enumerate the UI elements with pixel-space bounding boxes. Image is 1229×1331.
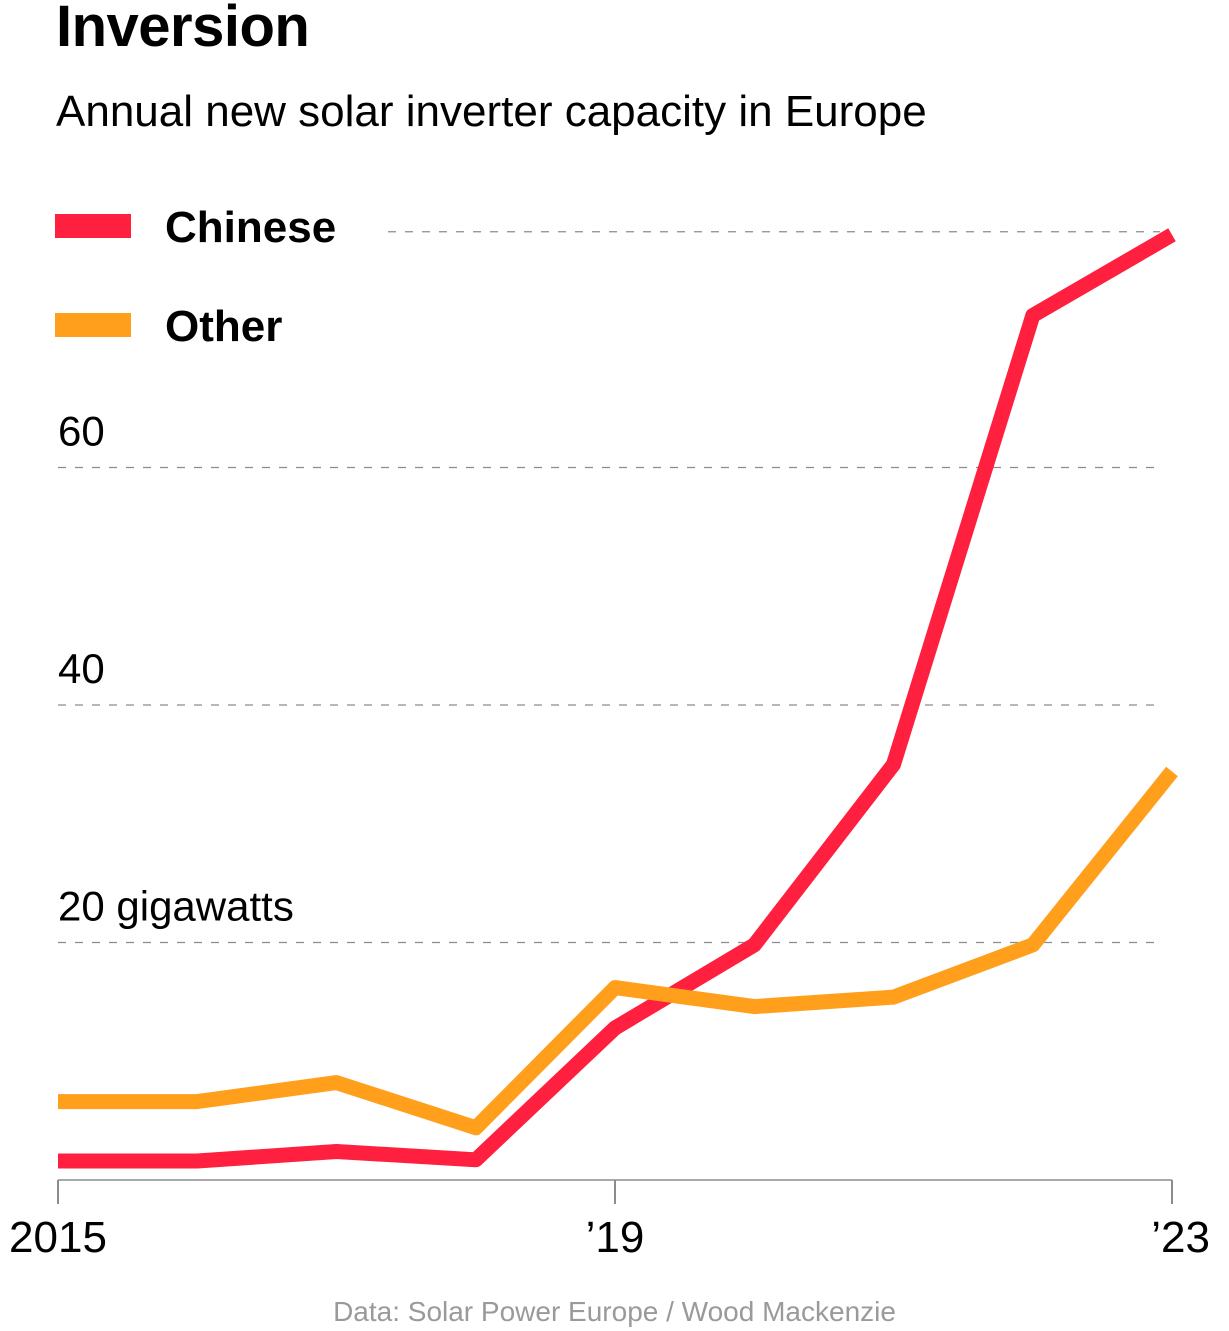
chart-title: Inversion	[56, 0, 310, 59]
x-tick-label-2015: 2015	[9, 1213, 107, 1262]
legend-swatch-chinese	[55, 214, 131, 238]
grid-lines: 20 gigawatts 40 60	[58, 231, 1160, 944]
series-line-other	[58, 766, 1178, 1136]
y-tick-label-60: 60	[58, 408, 105, 455]
chart-subtitle: Annual new solar inverter capacity in Eu…	[56, 87, 927, 136]
series-line-chinese	[58, 228, 1176, 1169]
series-lines	[58, 228, 1178, 1169]
x-tick-label-2019: ’19	[586, 1213, 645, 1262]
legend: Chinese Other	[55, 203, 336, 351]
x-tick-label-2023: ’23	[1151, 1213, 1210, 1262]
y-tick-label-20: 20 gigawatts	[58, 883, 294, 930]
source-note: Data: Solar Power Europe / Wood Mackenzi…	[333, 1296, 896, 1327]
legend-label-chinese: Chinese	[165, 203, 336, 252]
x-axis: 2015 ’19 ’23	[9, 1179, 1210, 1262]
legend-label-other: Other	[165, 302, 282, 351]
y-tick-label-40: 40	[58, 645, 105, 692]
legend-swatch-other	[55, 313, 131, 337]
